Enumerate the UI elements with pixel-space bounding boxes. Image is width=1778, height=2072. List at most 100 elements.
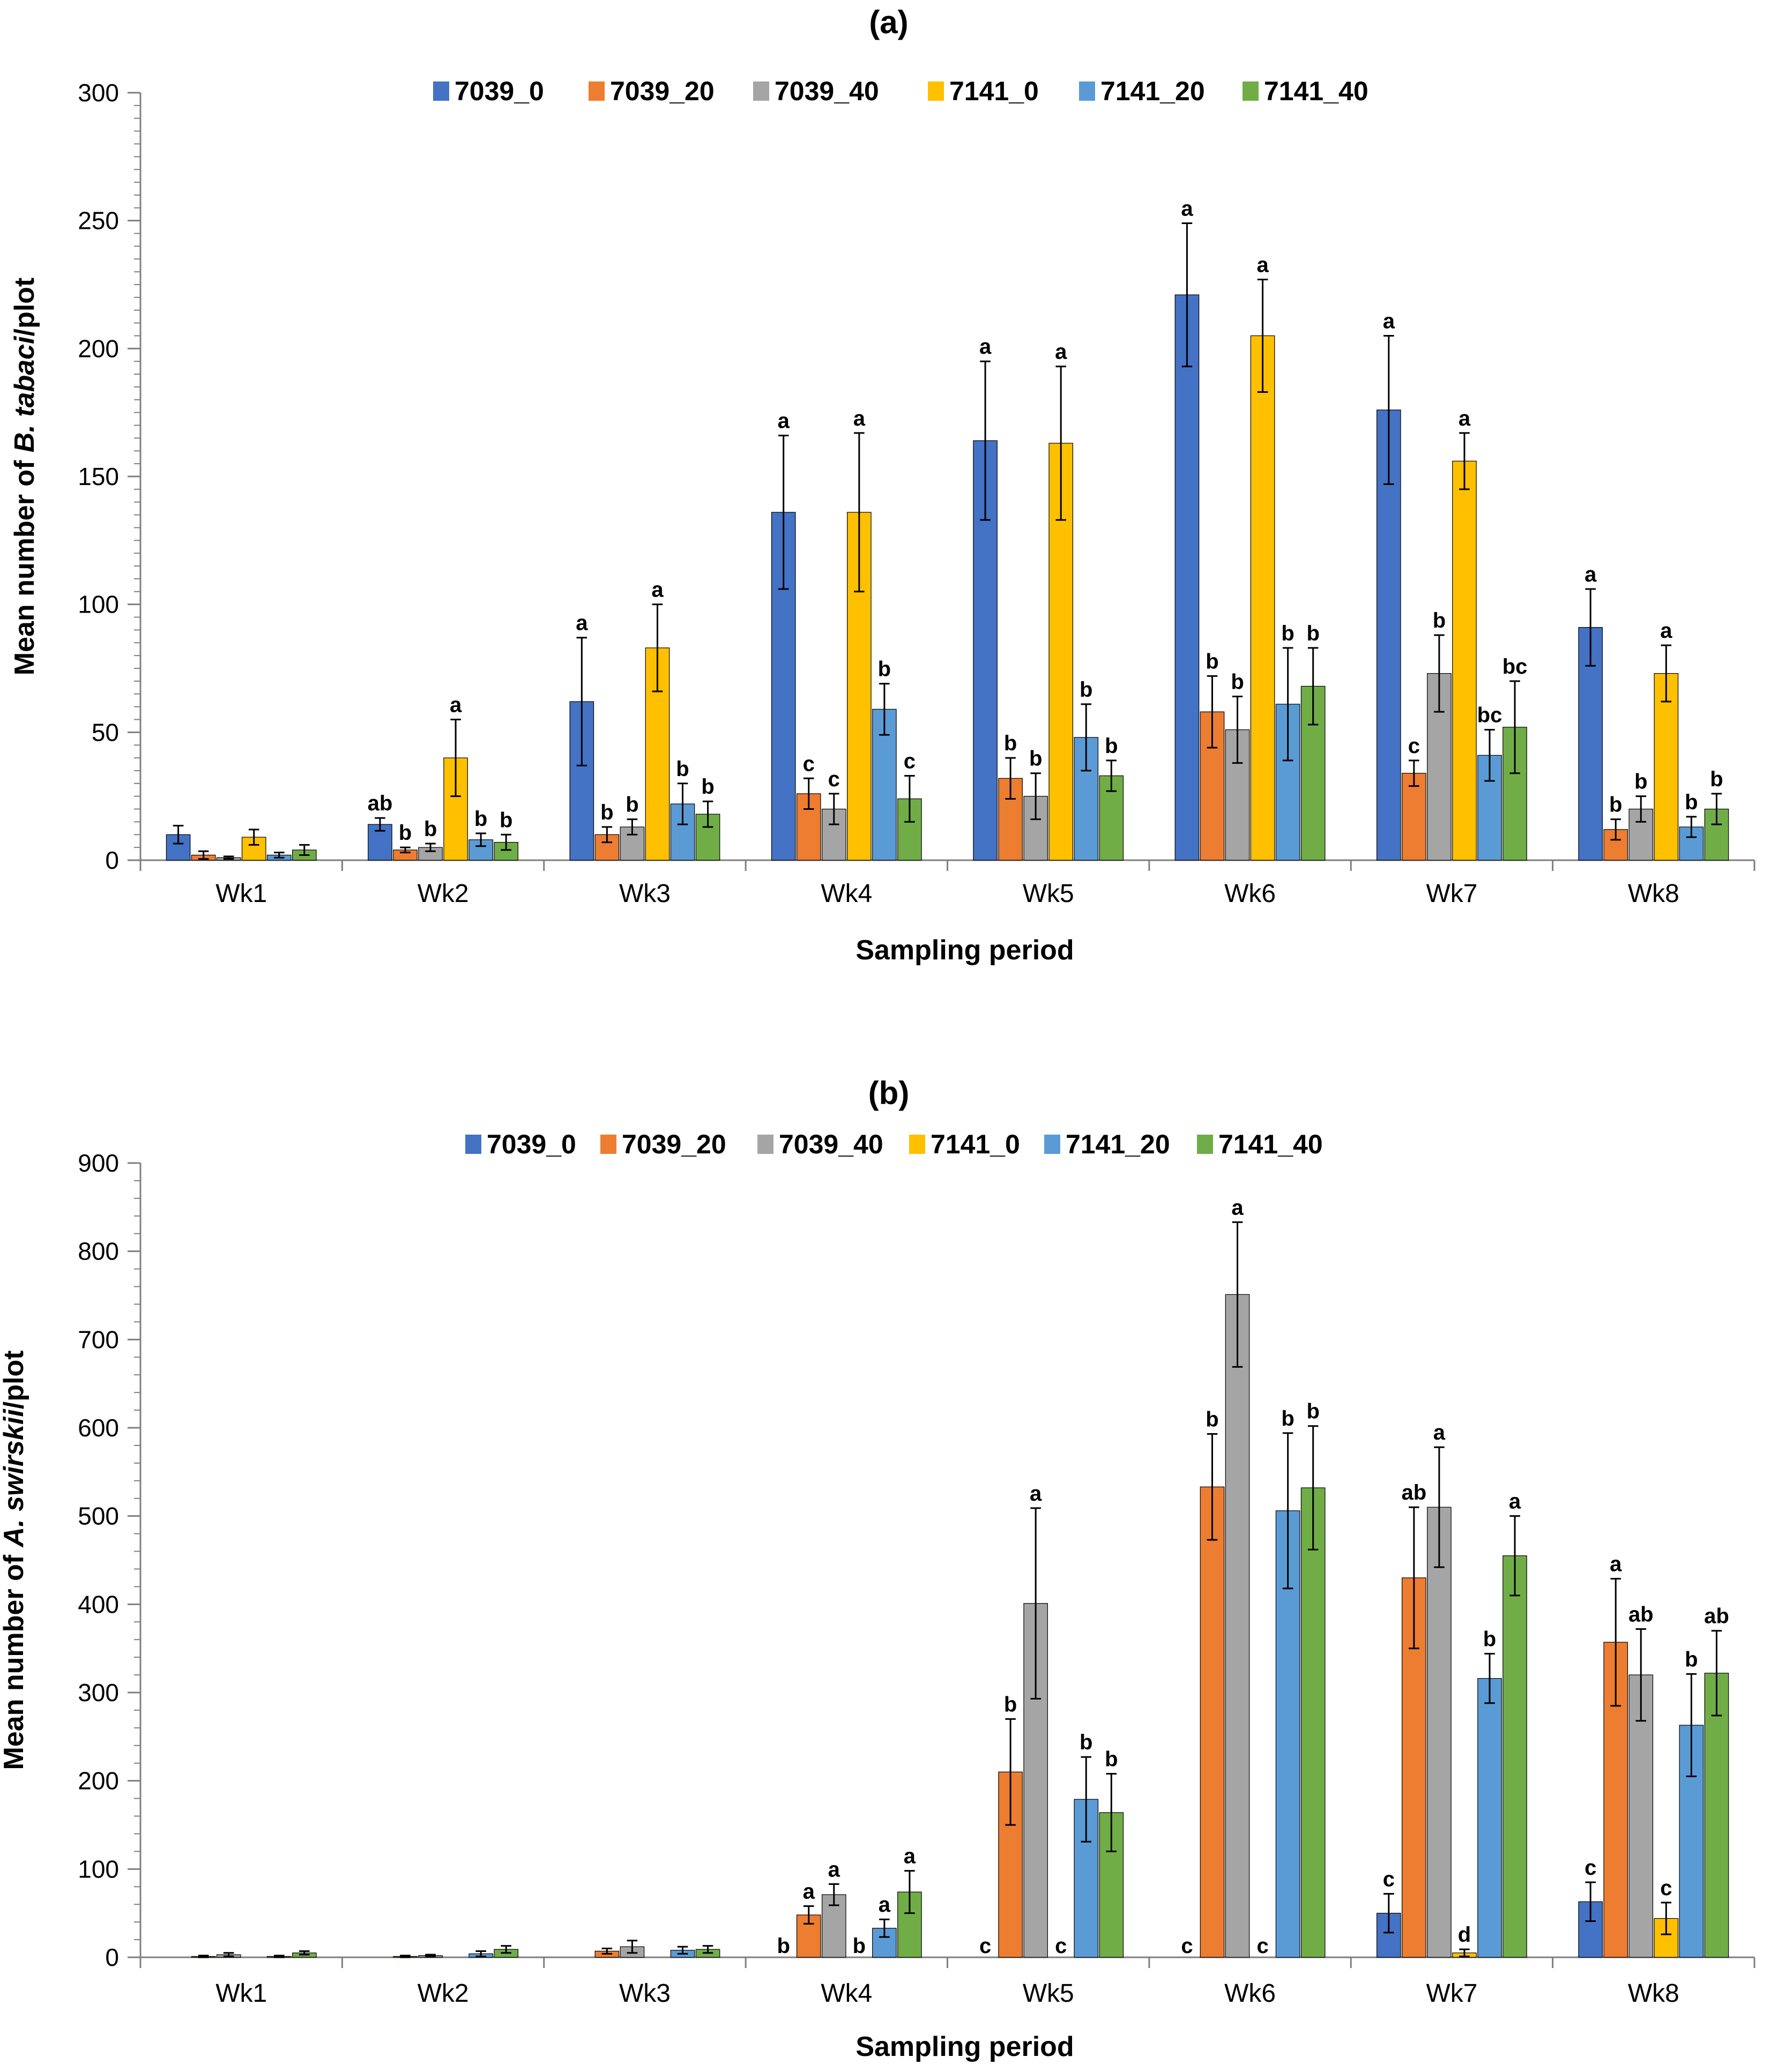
significance-letter: bc bbox=[1477, 704, 1502, 727]
significance-letter: b bbox=[1004, 1693, 1017, 1716]
y-tick-label: 600 bbox=[78, 1414, 119, 1442]
bar bbox=[1048, 443, 1074, 861]
significance-letter: a bbox=[651, 578, 664, 602]
significance-letter: a bbox=[1055, 340, 1067, 364]
significance-letter: b bbox=[399, 821, 412, 845]
x-tick-label: Wk3 bbox=[619, 1979, 671, 2008]
significance-letter: b bbox=[1609, 793, 1622, 817]
bar bbox=[796, 793, 821, 861]
x-tick-label: Wk2 bbox=[418, 1979, 469, 2008]
legend-label: 7039_20 bbox=[622, 1129, 726, 1159]
significance-letter: a bbox=[879, 1893, 891, 1917]
significance-letter: b bbox=[1710, 767, 1723, 791]
legend-swatch bbox=[1243, 81, 1259, 101]
legend-label: 7141_20 bbox=[1066, 1129, 1170, 1159]
significance-letter: a bbox=[1459, 407, 1471, 430]
significance-letter: b bbox=[1634, 770, 1647, 794]
x-tick-label: Wk6 bbox=[1224, 1979, 1276, 2008]
significance-letter: b bbox=[1433, 609, 1446, 632]
legend-swatch bbox=[433, 81, 449, 101]
significance-letter: a bbox=[1610, 1553, 1622, 1576]
x-tick-label: Wk4 bbox=[821, 1979, 872, 2008]
significance-letter: c bbox=[979, 1934, 991, 1958]
significance-letter: a bbox=[828, 1858, 840, 1881]
y-tick-label: 400 bbox=[78, 1590, 119, 1618]
bar bbox=[1477, 1678, 1502, 1958]
legend-label: 7039_40 bbox=[775, 76, 879, 106]
chart-panel-b: (b) 0 100 200 300 400 500 600 700 800 900 Wk1 Wk2 Wk3… bbox=[0, 1075, 1755, 2062]
panel-title: (a) bbox=[869, 4, 908, 40]
significance-letter: ab bbox=[1704, 1605, 1729, 1628]
significance-letter: c bbox=[1408, 734, 1420, 758]
y-tick-label: 0 bbox=[105, 846, 119, 874]
x-tick-label: Wk1 bbox=[215, 1979, 267, 2008]
y-axis-title: Mean number of B. tabaci/plot bbox=[9, 278, 40, 676]
significance-letter: a bbox=[904, 1845, 916, 1868]
significance-letter: c bbox=[904, 749, 916, 773]
significance-letter: b bbox=[1483, 1628, 1496, 1651]
legend-swatch bbox=[757, 1135, 773, 1154]
significance-letter: c bbox=[1660, 1876, 1672, 1900]
legend-swatch bbox=[1044, 1135, 1060, 1154]
bar bbox=[1250, 335, 1275, 861]
significance-letter: b bbox=[1281, 622, 1294, 645]
significance-letter: b bbox=[853, 1934, 866, 1958]
significance-letter: c bbox=[1383, 1867, 1395, 1891]
significance-letter: c bbox=[1181, 1934, 1193, 1958]
legend-label: 7039_0 bbox=[455, 76, 544, 106]
x-tick-label: Wk5 bbox=[1023, 1979, 1074, 2008]
significance-letter: b bbox=[1206, 650, 1218, 673]
significance-letter: b bbox=[1029, 747, 1042, 771]
significance-letter: a bbox=[1256, 253, 1269, 277]
x-axis-title: Sampling period bbox=[855, 2031, 1074, 2062]
x-tick-label: Wk7 bbox=[1426, 1979, 1477, 2008]
significance-letter: b bbox=[1080, 1731, 1092, 1754]
bar bbox=[1174, 294, 1200, 861]
y-tick-label: 0 bbox=[105, 1943, 119, 1971]
x-tick-label: Wk8 bbox=[1628, 1979, 1679, 2008]
bar bbox=[1502, 1555, 1527, 1958]
significance-letter: c bbox=[1055, 1934, 1067, 1958]
y-tick-label: 100 bbox=[78, 591, 119, 618]
significance-letter: a bbox=[576, 612, 588, 635]
legend: 7039_0 7039_20 7039_40 7141_0 7141_20 7141_40 bbox=[433, 76, 1368, 106]
significance-letter: a bbox=[1584, 563, 1597, 586]
legend-label: 7141_40 bbox=[1264, 76, 1368, 106]
significance-letter: ab bbox=[1628, 1603, 1654, 1626]
significance-letter: b bbox=[701, 775, 714, 799]
bar bbox=[1402, 773, 1426, 861]
significance-letter: b bbox=[474, 807, 487, 831]
legend-swatch bbox=[1079, 81, 1095, 101]
significance-letter: a bbox=[778, 409, 790, 433]
significance-letter: b bbox=[626, 793, 638, 817]
y-tick-label: 300 bbox=[78, 79, 119, 107]
bar bbox=[1427, 1507, 1452, 1958]
significance-letter: a bbox=[1231, 1196, 1244, 1219]
y-tick-label: 150 bbox=[78, 463, 119, 490]
significance-letter: a bbox=[1660, 619, 1672, 643]
bar bbox=[1679, 1725, 1704, 1958]
y-tick-label: 700 bbox=[78, 1325, 119, 1353]
bar bbox=[1452, 460, 1477, 861]
significance-letter: c bbox=[1256, 1934, 1268, 1958]
significance-letter: b bbox=[1080, 678, 1092, 702]
significance-letter: b bbox=[878, 658, 891, 681]
significance-letter: ab bbox=[1402, 1481, 1427, 1504]
legend-swatch bbox=[600, 1135, 616, 1154]
significance-letter: b bbox=[500, 808, 512, 832]
y-tick-label: 250 bbox=[78, 207, 119, 235]
x-tick-label: Wk2 bbox=[418, 880, 469, 908]
y-axis-title: Mean number of A. swirskii/plot bbox=[0, 1350, 29, 1770]
legend: 7039_0 7039_20 7039_40 7141_0 7141_20 7141_40 bbox=[465, 1129, 1323, 1159]
x-tick-label: Wk8 bbox=[1628, 880, 1679, 908]
bar bbox=[1225, 1294, 1250, 1958]
bar bbox=[821, 808, 846, 861]
legend-label: 7141_0 bbox=[949, 76, 1039, 106]
legend-label: 7039_0 bbox=[487, 1129, 576, 1159]
significance-letter: b bbox=[1281, 1407, 1294, 1430]
significance-letter: a bbox=[979, 335, 992, 359]
legend-swatch bbox=[753, 81, 769, 101]
significance-letter: d bbox=[1458, 1923, 1471, 1947]
chart-panel-a: (a) 0 50 100 150 200 250 300 Wk1 Wk2 Wk3 Wk4 Wk5 Wk6 W… bbox=[9, 4, 1755, 966]
